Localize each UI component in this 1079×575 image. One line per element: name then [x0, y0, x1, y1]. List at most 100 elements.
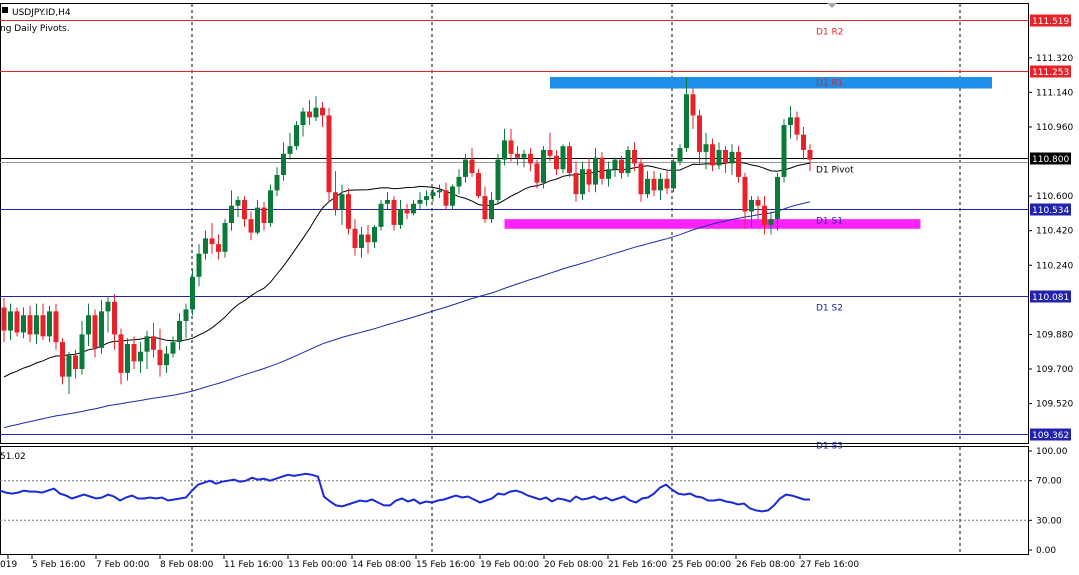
candle	[196, 244, 202, 287]
time-tick-label: 11 Feb 16:00	[224, 560, 283, 570]
candle-body	[86, 315, 91, 335]
candle	[807, 144, 813, 172]
candle-body	[612, 159, 618, 170]
candle	[573, 161, 579, 202]
candle-body	[216, 244, 221, 252]
candle	[372, 224, 377, 248]
price-tag-label: 111.519	[1032, 17, 1069, 27]
candle-body	[476, 173, 481, 197]
price-tick-label: 111.140	[1036, 88, 1073, 98]
price-tag	[1030, 203, 1071, 216]
candle	[632, 142, 637, 172]
candle	[307, 100, 312, 126]
candle	[346, 188, 351, 235]
candle-body	[528, 153, 533, 164]
candle-body	[463, 159, 468, 177]
candle-body	[131, 344, 137, 362]
candle	[580, 161, 585, 200]
candle	[105, 296, 111, 333]
candle-body	[781, 125, 787, 177]
symbol-marker-icon	[2, 7, 8, 13]
candle-body	[599, 157, 605, 179]
candle-body	[508, 140, 514, 154]
candle	[138, 342, 143, 373]
candle-body	[47, 311, 52, 337]
candle	[404, 203, 410, 220]
candle	[66, 351, 72, 394]
price-tag-label: 111.253	[1032, 68, 1069, 78]
price-tag	[1030, 290, 1071, 303]
time-axis: 019 5 Feb 16:00 7 Feb 00:00 8 Feb 08:00 11 F…	[0, 555, 859, 570]
candle	[456, 169, 462, 195]
candle	[768, 211, 774, 235]
candle-body	[450, 186, 455, 206]
candle-body	[417, 199, 423, 204]
candle-body	[801, 134, 806, 150]
candle-body	[222, 223, 228, 252]
time-tick-label: 7 Feb 00:00	[96, 560, 150, 570]
scroll-triangle-icon[interactable]	[827, 3, 837, 8]
price-tick-label: 110.960	[1036, 123, 1073, 133]
candle	[781, 119, 787, 183]
candle-body	[346, 194, 351, 229]
moving-averages	[3, 161, 811, 429]
candle	[788, 105, 793, 139]
candle-body	[372, 226, 377, 243]
candle-body	[196, 253, 202, 277]
candle-body	[99, 311, 104, 348]
candle-body	[287, 146, 293, 154]
candle	[157, 328, 163, 377]
main-panel-frame	[0, 3, 1029, 444]
candle-body	[157, 349, 163, 366]
candle	[274, 167, 280, 197]
candle-body	[320, 107, 325, 116]
candle	[593, 148, 598, 193]
candle	[118, 328, 124, 385]
zone-top-band	[550, 77, 992, 89]
candle-body	[697, 115, 702, 152]
candle	[606, 161, 611, 187]
candle-body	[92, 315, 98, 348]
osc-tick-label: 100.00	[1036, 447, 1068, 457]
candle-body	[209, 238, 215, 245]
candle	[638, 157, 644, 202]
candle-body	[677, 148, 683, 162]
candle-body	[339, 194, 345, 210]
candle	[703, 132, 709, 170]
candle-body	[300, 111, 306, 126]
time-tick-label: 27 Feb 16:00	[800, 560, 859, 570]
candle	[203, 230, 208, 260]
candle	[775, 173, 780, 231]
candle	[294, 121, 299, 150]
price-tag	[1030, 65, 1071, 78]
candle-body	[378, 203, 384, 227]
candle-body	[8, 311, 13, 331]
candle-body	[326, 115, 332, 193]
candle	[508, 128, 514, 162]
pivot-levels	[0, 20, 1028, 435]
level-label: D1 R1	[816, 79, 844, 89]
candle-body	[229, 205, 234, 223]
time-tick-label: 14 Feb 08:00	[352, 560, 411, 570]
candle-body	[105, 301, 111, 312]
candle-body	[554, 155, 559, 170]
candle-body	[703, 144, 709, 152]
candle-body	[749, 199, 754, 212]
candle	[125, 338, 130, 381]
candle-body	[716, 150, 722, 166]
candle-body	[573, 173, 579, 195]
candle-body	[534, 163, 540, 183]
candle-body	[151, 336, 156, 350]
candle-body	[404, 209, 410, 214]
candle	[729, 144, 735, 175]
candle	[671, 157, 676, 193]
candle	[801, 126, 806, 160]
candle-body	[651, 178, 657, 191]
level-label: D1 Pivot	[816, 166, 854, 176]
candle-body	[502, 140, 507, 160]
candle	[716, 142, 722, 170]
candle-body	[391, 199, 397, 225]
candle-body	[203, 238, 208, 254]
candle-body	[671, 161, 676, 189]
